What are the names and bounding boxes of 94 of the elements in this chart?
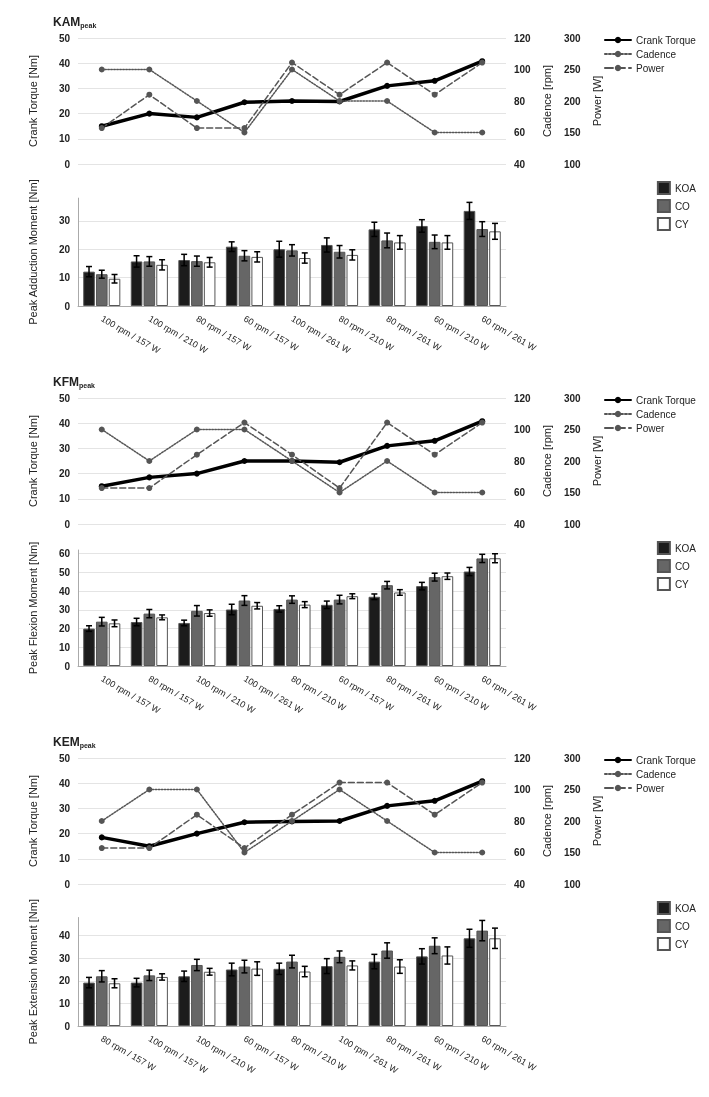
y-tick-label: 10 (58, 272, 71, 284)
y-tick-label: 10 (58, 493, 71, 505)
y-tick-label: 30 (58, 215, 71, 227)
legend-label: CY (674, 938, 690, 950)
y-tick-label: 30 (58, 604, 71, 616)
y3-tick-label: 100 (564, 518, 582, 530)
legend-label: CY (674, 218, 690, 230)
y-tick-label: 20 (58, 468, 71, 480)
y-axis-title: Crank Torque [Nm] (26, 774, 39, 868)
y-tick-label: 0 (64, 158, 71, 170)
legend-label: CY (674, 578, 690, 590)
y3-tick-label: 300 (564, 752, 582, 764)
y2-tick-label: 40 (514, 878, 526, 890)
y3-tick-label: 300 (564, 392, 582, 404)
y-tick-label: 10 (58, 997, 71, 1009)
y3-axis-title: Power [W] (591, 435, 604, 487)
y3-tick-label: 300 (564, 32, 582, 44)
y2-tick-label: 80 (514, 95, 526, 107)
y3-tick-label: 200 (564, 455, 582, 467)
legend-label: Cadence (635, 48, 677, 60)
y2-tick-label: 60 (514, 847, 526, 858)
y2-tick-label: 100 (514, 784, 532, 795)
y3-tick-label: 150 (564, 847, 582, 858)
y-tick-label: 10 (58, 853, 71, 865)
y-tick-label: 20 (58, 623, 71, 635)
y-tick-label: 30 (58, 82, 71, 94)
y-axis-title: Peak Extension Moment [Nm] (26, 898, 39, 1045)
legend-label: KOA (674, 182, 697, 194)
y2-tick-label: 40 (514, 158, 526, 170)
y2-axis-title: Cadence [rpm] (541, 64, 554, 138)
y2-tick-label: 40 (514, 518, 526, 530)
y3-tick-label: 100 (564, 878, 582, 890)
y3-axis-title: Power [W] (591, 795, 604, 847)
y-tick-label: 40 (58, 57, 71, 69)
legend-label: CO (674, 560, 691, 572)
y-tick-label: 0 (64, 518, 71, 530)
legend-label: Power (635, 782, 665, 794)
y2-axis-title: Cadence [rpm] (541, 424, 554, 498)
y3-tick-label: 200 (564, 815, 582, 827)
y-axis-title: Crank Torque [Nm] (26, 414, 39, 508)
y2-tick-label: 120 (514, 392, 532, 404)
y3-tick-label: 250 (564, 424, 582, 435)
y-tick-label: 50 (58, 392, 71, 404)
legend-label: KOA (674, 542, 697, 554)
y3-tick-label: 200 (564, 95, 582, 107)
y-tick-label: 20 (58, 243, 71, 255)
y-tick-label: 50 (58, 566, 71, 578)
legend-label: Crank Torque (635, 394, 697, 406)
legend-label: Crank Torque (635, 754, 697, 766)
y2-tick-label: 100 (514, 64, 532, 75)
y-tick-label: 0 (64, 878, 71, 890)
y-tick-label: 30 (58, 802, 71, 814)
legend-label: Cadence (635, 768, 677, 780)
y-tick-label: 20 (58, 108, 71, 120)
y-tick-label: 0 (64, 300, 71, 312)
y3-tick-label: 100 (564, 158, 582, 170)
y-axis-title: Peak Adduction Moment [Nm] (26, 179, 39, 325)
y-tick-label: 40 (58, 585, 71, 597)
y3-tick-label: 150 (564, 127, 582, 138)
legend-label: CO (674, 920, 691, 932)
legend-label: Power (635, 62, 665, 74)
y-tick-label: 30 (58, 952, 71, 964)
y-tick-label: 10 (58, 133, 71, 145)
y2-tick-label: 80 (514, 455, 526, 467)
y2-tick-label: 120 (514, 752, 532, 764)
y-tick-label: 50 (58, 752, 71, 764)
y-tick-label: 40 (58, 777, 71, 789)
y3-tick-label: 250 (564, 64, 582, 75)
y-tick-label: 40 (58, 930, 71, 942)
y2-tick-label: 100 (514, 424, 532, 435)
y-tick-label: 40 (58, 417, 71, 429)
y3-axis-title: Power [W] (591, 75, 604, 127)
y-tick-label: 10 (58, 641, 71, 653)
legend-label: Cadence (635, 408, 677, 420)
y-axis-title: Crank Torque [Nm] (26, 54, 39, 148)
y3-tick-label: 250 (564, 784, 582, 795)
legend-label: Crank Torque (635, 34, 697, 46)
y-tick-label: 20 (58, 975, 71, 987)
y2-tick-label: 120 (514, 32, 532, 44)
y3-tick-label: 150 (564, 487, 582, 498)
legend-label: Power (635, 422, 665, 434)
y2-tick-label: 60 (514, 487, 526, 498)
y-tick-label: 0 (64, 660, 71, 672)
legend-label: KOA (674, 902, 697, 914)
y-tick-label: 30 (58, 442, 71, 454)
y-tick-label: 0 (64, 1020, 71, 1032)
y-tick-label: 60 (58, 548, 71, 560)
y-tick-label: 20 (58, 828, 71, 840)
y2-axis-title: Cadence [rpm] (541, 784, 554, 858)
y-axis-title: Peak Flexion Moment [Nm] (26, 541, 39, 675)
y2-tick-label: 60 (514, 127, 526, 138)
y-tick-label: 50 (58, 32, 71, 44)
y2-tick-label: 80 (514, 815, 526, 827)
legend-label: CO (674, 200, 691, 212)
